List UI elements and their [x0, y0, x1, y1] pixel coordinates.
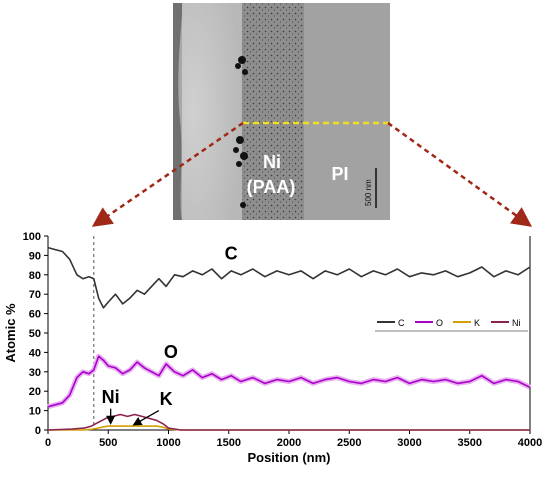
y-tick-label: 60	[29, 309, 41, 321]
legend-label-ni: Ni	[512, 318, 521, 328]
annotation-ni: Ni	[102, 387, 120, 407]
y-tick-label: 0	[35, 425, 41, 437]
annotations: C O Ni K	[102, 243, 238, 426]
legend-label-o: O	[436, 318, 443, 328]
series-group	[47, 246, 532, 431]
annotation-o: O	[164, 342, 178, 362]
x-axis-label: Position (nm)	[247, 450, 330, 465]
x-tick-label: 4000	[518, 437, 542, 449]
zoom-arrow-right	[387, 121, 533, 227]
y-tick-label: 30	[29, 367, 41, 379]
ni-paa-layer	[242, 3, 304, 220]
label-paa: (PAA)	[247, 177, 296, 197]
x-tick-label: 3500	[458, 437, 482, 449]
y-tick-label: 90	[29, 250, 41, 262]
particle-clusters	[233, 56, 248, 208]
legend: C O K Ni	[375, 318, 528, 332]
y-tick-label: 100	[23, 231, 41, 243]
x-tick-label: 1500	[217, 437, 241, 449]
annotation-k: K	[160, 389, 173, 409]
x-tick-label: 2000	[277, 437, 301, 449]
x-tick-label: 2500	[337, 437, 361, 449]
x-tick-label: 0	[45, 437, 51, 449]
k-pointer-arrow	[132, 410, 160, 426]
x-tick-label: 1000	[156, 437, 180, 449]
series-ni-line	[47, 413, 530, 431]
y-tick-label: 20	[29, 386, 41, 398]
pi-region	[304, 3, 390, 220]
legend-label-k: K	[474, 318, 480, 328]
y-tick-label: 40	[29, 347, 41, 359]
label-ni: Ni	[263, 152, 281, 172]
y-axis-label: Atomic %	[3, 303, 18, 363]
scale-bar-text: 500 nm	[364, 179, 373, 206]
label-pi: PI	[331, 164, 348, 184]
x-tick-label: 500	[99, 437, 117, 449]
x-ticks: 0 500 1000 1500 2000 2500 3000 3500 4000	[45, 430, 542, 449]
zoom-arrow-left	[91, 121, 244, 227]
micrograph: Ni (PAA) PI 500 nm	[173, 3, 390, 220]
y-tick-label: 10	[29, 406, 41, 418]
left-region	[182, 3, 242, 220]
line-scan-plot: 0 10 20 30 40 50 60 70 80 90 100 0 500 1000 1500 2000 2…	[3, 231, 542, 465]
series-o-line	[47, 355, 531, 408]
y-ticks: 0 10 20 30 40 50 60 70 80 90 100	[23, 231, 48, 437]
y-tick-label: 50	[29, 328, 41, 340]
series-c-line	[47, 246, 531, 309]
annotation-c: C	[225, 243, 238, 263]
y-tick-label: 80	[29, 270, 41, 282]
x-tick-label: 3000	[397, 437, 421, 449]
legend-label-c: C	[398, 318, 405, 328]
y-tick-label: 70	[29, 289, 41, 301]
